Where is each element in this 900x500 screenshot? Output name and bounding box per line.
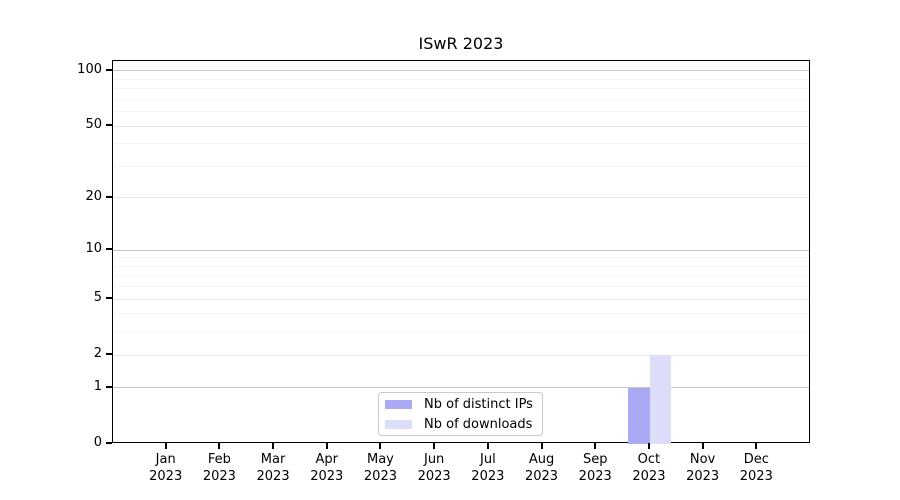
x-tick — [701, 443, 704, 449]
x-tick-label: Nov 2023 — [686, 452, 720, 484]
y-tick — [106, 248, 112, 251]
x-tick-label: Apr 2023 — [310, 452, 344, 484]
legend-swatch-downloads — [385, 419, 412, 429]
x-tick-label: Jul 2023 — [471, 452, 505, 484]
y-tick-label: 0 — [93, 435, 102, 450]
legend-row-downloads: Nb of downloads — [385, 416, 536, 433]
legend: Nb of distinct IPs Nb of downloads — [378, 392, 543, 436]
y-tick — [106, 68, 112, 71]
legend-swatch-distinct-ips — [385, 399, 412, 409]
gridline-minor — [113, 265, 809, 267]
x-tick-label: Mar 2023 — [256, 452, 290, 484]
x-tick-label: Sep 2023 — [578, 452, 612, 484]
bar-downloads — [649, 355, 672, 444]
y-tick-label: 10 — [85, 241, 102, 257]
x-tick — [218, 443, 221, 449]
gridline-minor — [113, 275, 809, 277]
chart-title: ISwR 2023 — [418, 34, 504, 53]
gridline-minor — [113, 78, 809, 80]
y-tick-label: 2 — [93, 346, 102, 362]
x-tick — [755, 443, 758, 449]
x-tick-label: Jun 2023 — [417, 452, 451, 484]
x-tick — [594, 443, 597, 449]
legend-row-distinct-ips: Nb of distinct IPs — [385, 396, 536, 413]
gridline-major — [113, 298, 809, 300]
gridline-decade — [113, 70, 809, 72]
y-tick-label: 1 — [93, 378, 102, 394]
gridline-minor — [113, 331, 809, 333]
gridline-major — [113, 354, 809, 356]
x-tick — [325, 443, 328, 449]
x-tick-label: Jan 2023 — [149, 452, 183, 484]
y-tick — [106, 442, 112, 444]
y-tick — [106, 124, 112, 127]
gridline-minor — [113, 88, 809, 90]
gridline-minor — [113, 98, 809, 100]
y-tick — [106, 297, 112, 300]
x-tick-label: Dec 2023 — [739, 452, 773, 484]
x-tick — [379, 443, 382, 449]
x-tick — [164, 443, 167, 449]
x-tick — [486, 443, 489, 449]
legend-label-distinct-ips: Nb of distinct IPs — [424, 396, 533, 412]
gridline-minor — [113, 313, 809, 315]
y-tick — [106, 353, 112, 356]
gridline-minor — [113, 257, 809, 259]
gridline-major — [113, 125, 809, 127]
gridline-minor — [113, 286, 809, 288]
x-tick-label: Feb 2023 — [202, 452, 236, 484]
x-tick-label: Oct 2023 — [632, 452, 666, 484]
gridline-decade — [113, 387, 809, 389]
gridline-major — [113, 197, 809, 199]
x-tick — [272, 443, 275, 449]
plot-area — [112, 60, 810, 444]
x-tick — [433, 443, 436, 449]
legend-label-downloads: Nb of downloads — [424, 416, 533, 432]
y-tick-label: 50 — [85, 117, 102, 133]
y-tick-label: 20 — [85, 188, 102, 204]
y-tick — [106, 385, 112, 388]
x-tick-label: May 2023 — [363, 452, 397, 484]
gridline-minor — [113, 165, 809, 167]
x-tick — [540, 443, 543, 449]
gridline-decade — [113, 249, 809, 251]
gridline-minor — [113, 111, 809, 113]
y-tick — [106, 195, 112, 198]
gridline-minor — [113, 143, 809, 145]
x-tick-label: Aug 2023 — [524, 452, 559, 484]
bar-distinct-ips — [628, 387, 650, 444]
y-tick-label: 100 — [77, 61, 102, 77]
x-tick — [647, 443, 650, 449]
y-tick-label: 5 — [93, 290, 102, 306]
